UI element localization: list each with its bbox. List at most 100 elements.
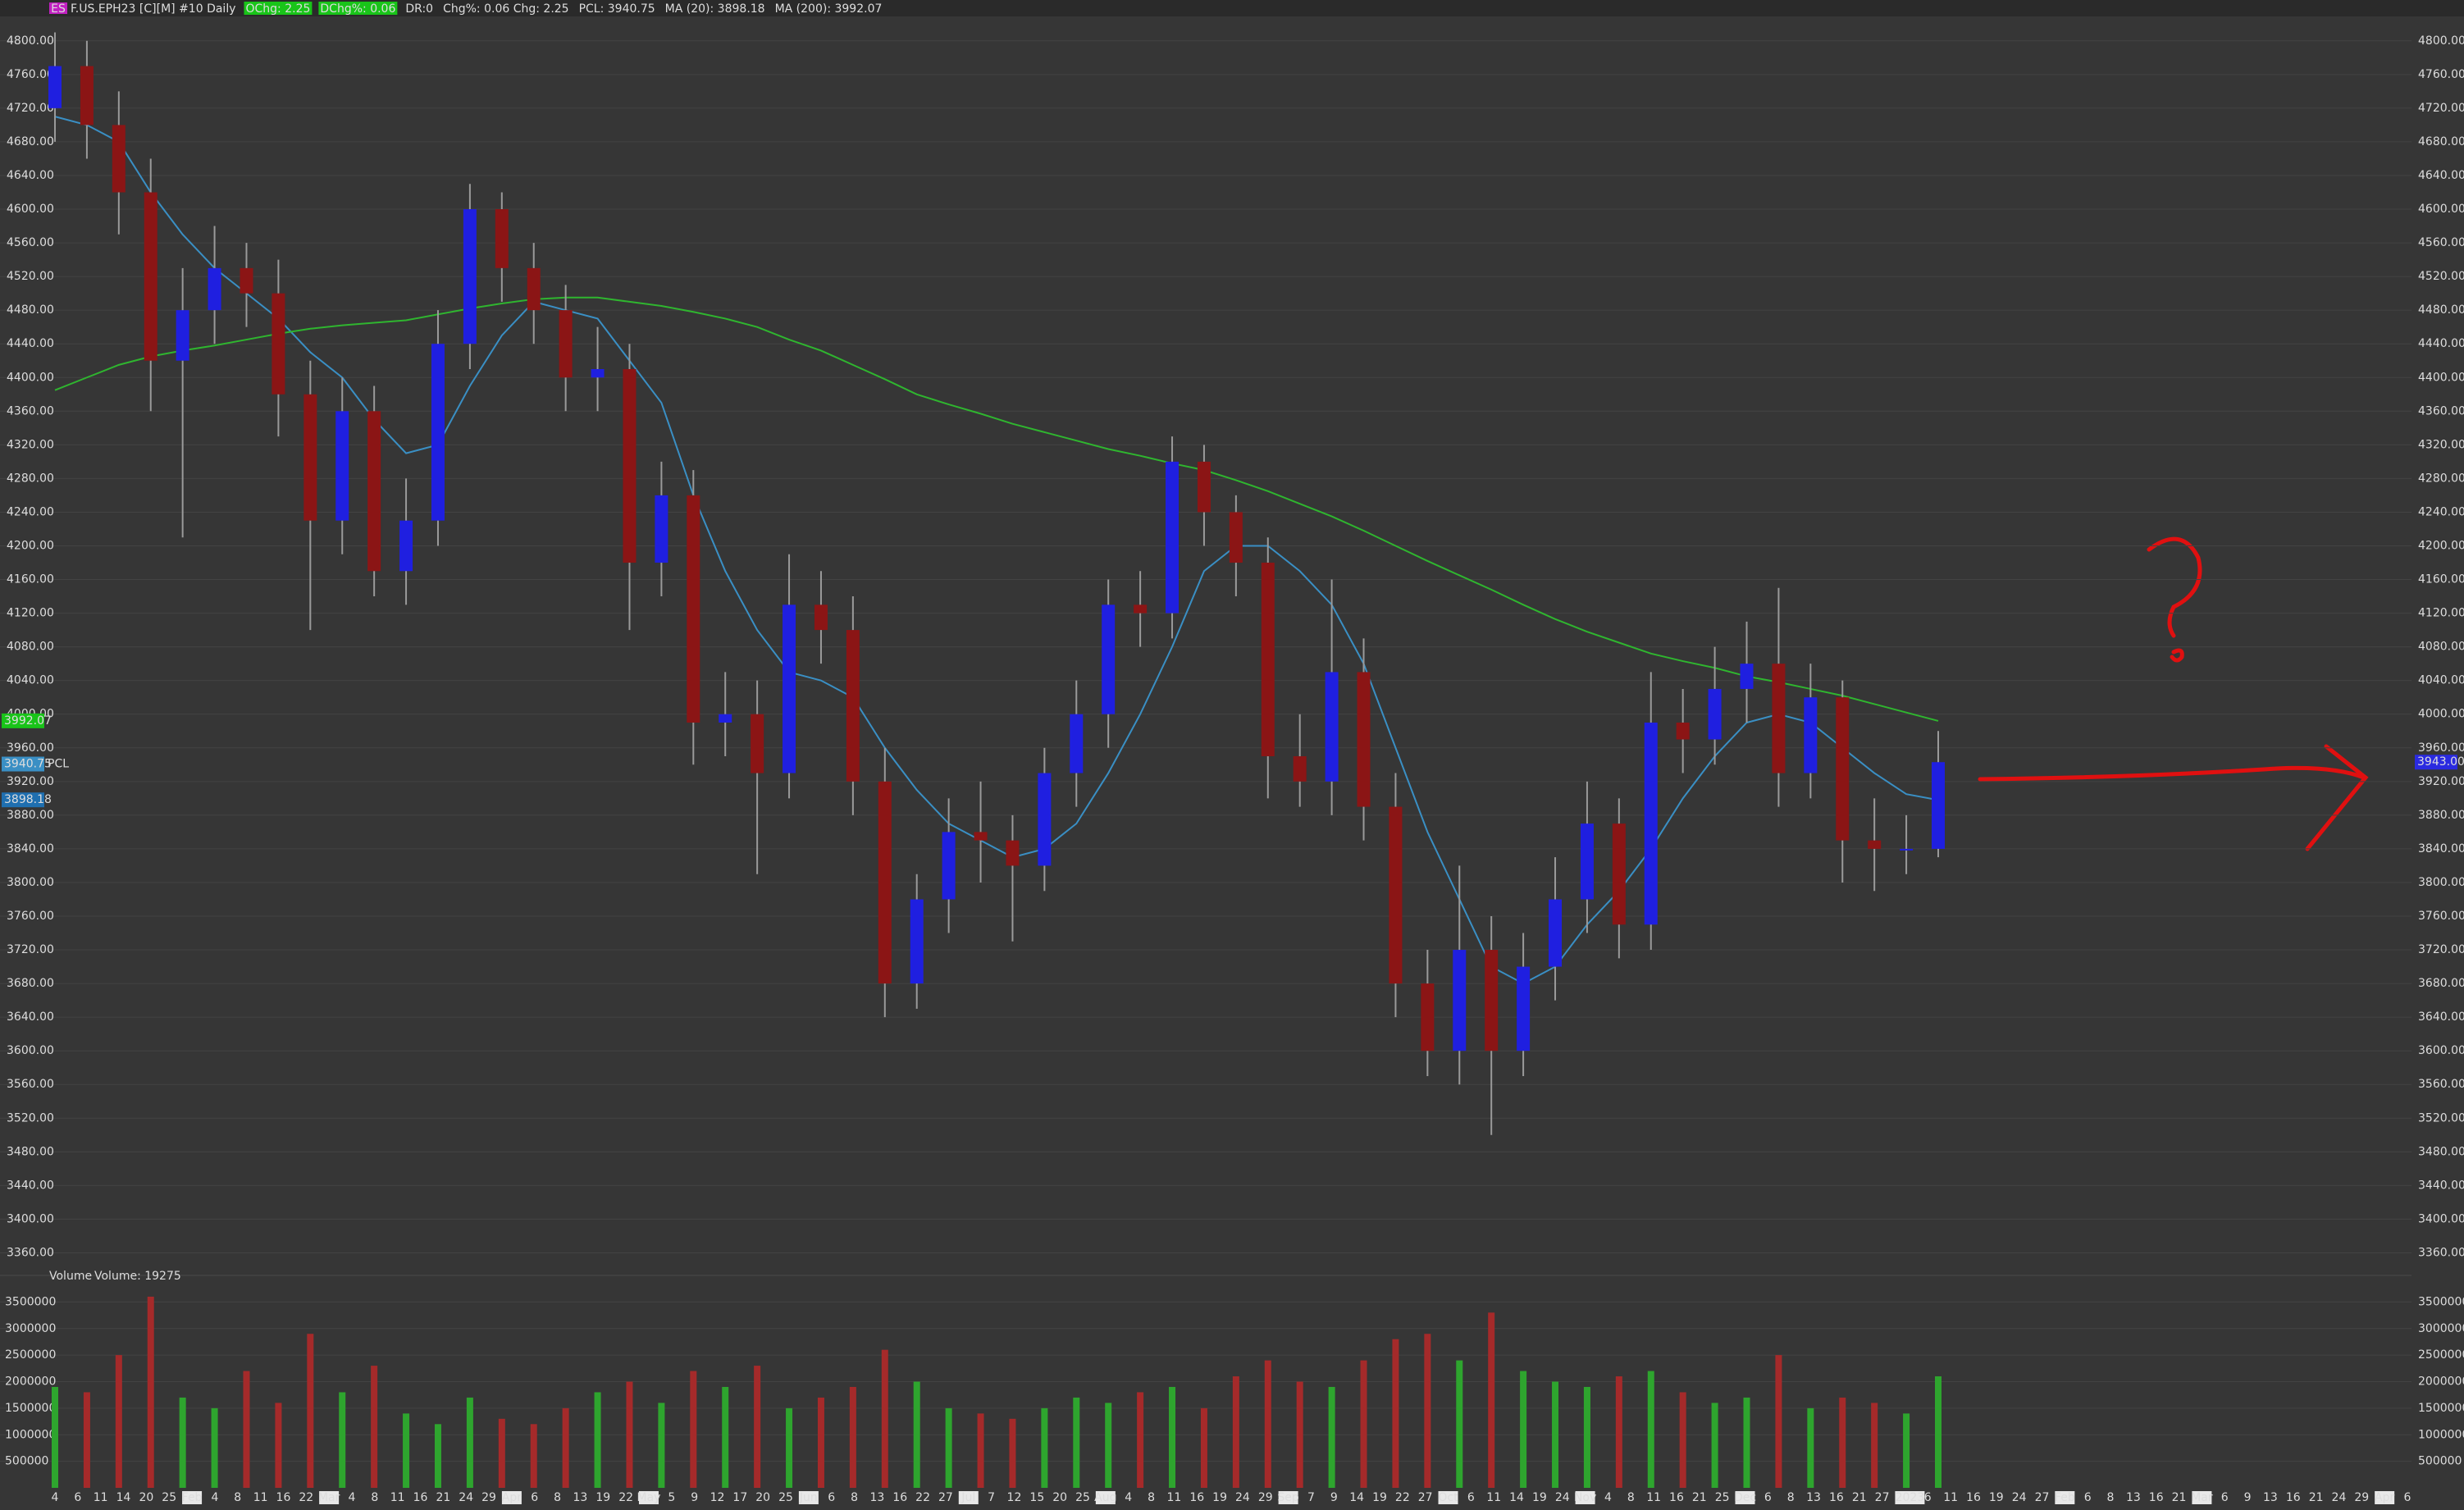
y-tick-label: 3440.00: [2418, 1179, 2464, 1192]
y-tick-label: 4240.00: [7, 505, 54, 518]
y-tick-label: 4680.00: [7, 135, 54, 148]
volume-bar: [786, 1407, 793, 1488]
x-tick-label: 4: [211, 1491, 218, 1504]
question-dot: [2170, 648, 2184, 663]
y-tick-label: 4360.00: [7, 404, 54, 417]
candle-body: [1708, 688, 1722, 740]
y-tick-label: 4160.00: [2418, 573, 2464, 586]
x-tick-label: Apr: [502, 1491, 522, 1504]
y-tick-label: 3520.00: [7, 1111, 54, 1125]
x-tick-label: Jun: [799, 1491, 818, 1504]
volume-bar: [1871, 1403, 1878, 1488]
candle-body: [271, 293, 285, 395]
x-tick-label: 12: [710, 1491, 725, 1504]
x-tick-label: 16: [1966, 1491, 1981, 1504]
x-label-box: [2192, 1491, 2212, 1504]
candle-body: [1644, 722, 1658, 925]
price-label-tag: PCL: [48, 758, 69, 771]
x-tick-label: 9: [1330, 1491, 1338, 1504]
badge-box: [49, 2, 67, 14]
volume-bar: [817, 1397, 824, 1488]
header-item: PCL: 3940.75: [579, 2, 655, 16]
x-tick-label: 19: [1372, 1491, 1387, 1504]
x-tick-label: 11: [253, 1491, 268, 1504]
candle-body: [431, 344, 445, 521]
y-tick-label: 4440.00: [2418, 337, 2464, 350]
x-tick-label: 27: [2035, 1491, 2050, 1504]
question-mark: [2147, 536, 2202, 638]
x-label-box: [1575, 1491, 1595, 1504]
candle-body: [623, 368, 637, 563]
x-tick-label: 11: [1166, 1491, 1181, 1504]
y-tick-label: 3800.00: [2418, 876, 2464, 889]
moving-average: [54, 296, 1939, 722]
y-tick-label: 3640.00: [2418, 1010, 2464, 1024]
x-tick-label: 6: [2084, 1491, 2092, 1504]
volume-bar: [1073, 1397, 1080, 1488]
volume-bar: [115, 1355, 122, 1488]
y-tick-label: 4360.00: [2418, 404, 2464, 417]
y-tick-label: 3760.00: [7, 910, 54, 923]
x-tick-label: 7: [1307, 1491, 1315, 1504]
volume-bar: [147, 1296, 154, 1488]
x-tick-label: 8: [234, 1491, 241, 1504]
y-tick-label: 1500000: [2418, 1402, 2464, 1415]
y-tick-label: 3680.00: [7, 977, 54, 990]
volume-bar: [626, 1381, 633, 1488]
price-label-box: [2415, 755, 2457, 770]
x-tick-label: Dec: [1734, 1491, 1756, 1504]
volume-bar: [1105, 1403, 1112, 1488]
x-tick-label: 6: [74, 1491, 81, 1504]
candle-body: [1740, 664, 1754, 689]
x-label-box: [1735, 1491, 1755, 1504]
volume-bar: [307, 1334, 314, 1488]
volume-readout: Volume: 19275: [94, 1270, 181, 1283]
candle-body: [1070, 714, 1084, 773]
y-tick-label: 3600.00: [7, 1044, 54, 1057]
volume-bar: [1296, 1381, 1303, 1488]
x-tick-label: 11: [390, 1491, 405, 1504]
x-tick-label: 25: [778, 1491, 793, 1504]
candle-body: [1166, 461, 1180, 614]
arrow-shaft: [1978, 765, 2366, 782]
volume-bar: [1743, 1397, 1750, 1488]
x-tick-label: 16: [1669, 1491, 1684, 1504]
volume-bar: [275, 1403, 282, 1488]
volume-bar: [403, 1413, 410, 1488]
volume-title: Volume: [49, 1270, 92, 1283]
volume-bar: [1456, 1360, 1463, 1488]
candle-body: [80, 66, 94, 125]
x-tick-label: 19: [595, 1491, 610, 1504]
x-tick-label: 21: [1852, 1491, 1867, 1504]
y-tick-label: 3960.00: [7, 741, 54, 755]
x-tick-label: 7: [988, 1491, 995, 1504]
x-tick-label: Mar: [2191, 1491, 2213, 1504]
x-tick-label: 22: [1395, 1491, 1410, 1504]
volume-bar: [179, 1397, 186, 1488]
x-tick-label: 6: [2404, 1491, 2412, 1504]
x-tick-label: 14: [116, 1491, 131, 1504]
volume-bar: [849, 1386, 856, 1488]
x-label-box: [501, 1491, 522, 1504]
candle-body: [878, 781, 892, 984]
y-tick-label: 4560.00: [7, 236, 54, 249]
x-label-box: [798, 1491, 819, 1504]
x-tick-label: 25: [1715, 1491, 1730, 1504]
x-tick-label: 19: [1212, 1491, 1227, 1504]
y-tick-label: 3400.00: [7, 1212, 54, 1225]
y-tick-label: 3500000: [2418, 1295, 2464, 1308]
volume-bar: [52, 1386, 58, 1488]
candle-body: [1006, 840, 1020, 866]
volume-bar: [1169, 1386, 1176, 1488]
volume-bar: [371, 1366, 378, 1488]
volume-bar: [594, 1392, 601, 1488]
x-tick-label: 29: [1258, 1491, 1273, 1504]
y-tick-label: 2000000: [2418, 1375, 2464, 1389]
x-tick-label: 19: [1532, 1491, 1547, 1504]
candle-body: [1102, 604, 1116, 714]
x-tick-label: Feb: [182, 1491, 203, 1504]
candle-body: [1932, 762, 1945, 849]
